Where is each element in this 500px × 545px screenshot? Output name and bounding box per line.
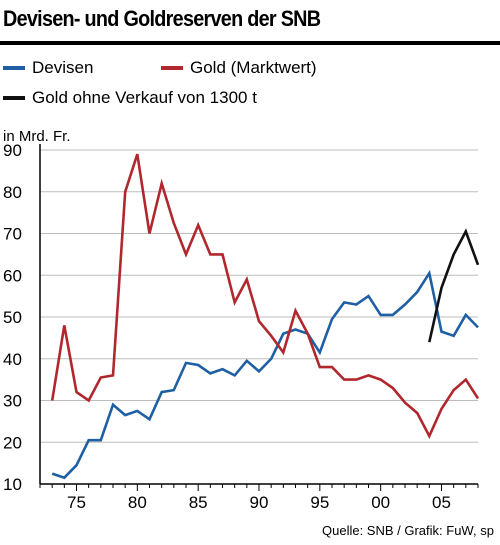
title-rule	[0, 41, 500, 45]
source-note: Quelle: SNB / Grafik: FuW, sp	[322, 523, 494, 538]
legend-item-gold-ohne-verkauf: Gold ohne Verkauf von 1300 t	[3, 88, 257, 108]
legend-label-gold: Gold (Marktwert)	[190, 58, 317, 77]
legend-swatch-devisen	[3, 66, 25, 70]
y-tick-label-10: 10	[3, 475, 22, 494]
y-tick-label-90: 90	[3, 141, 22, 160]
y-tick-label-50: 50	[3, 308, 22, 327]
x-tick-label-85: 85	[189, 493, 208, 512]
chart-title: Devisen- und Goldreserven der SNB	[3, 6, 321, 31]
y-tick-label-60: 60	[3, 266, 22, 285]
x-tick-label-75: 75	[67, 493, 86, 512]
x-tick-label-05: 05	[432, 493, 451, 512]
legend-item-gold: Gold (Marktwert)	[161, 58, 317, 78]
y-tick-label-70: 70	[3, 225, 22, 244]
x-tick-label-00: 00	[371, 493, 390, 512]
legend-swatch-gold-ohne-verkauf	[3, 96, 25, 100]
x-tick-label-95: 95	[310, 493, 329, 512]
series-line-1	[50, 153, 480, 439]
x-tick-label-90: 90	[250, 493, 269, 512]
y-axis-unit-label: in Mrd. Fr.	[3, 128, 71, 145]
legend-swatch-gold	[161, 66, 183, 70]
axes	[39, 144, 479, 491]
y-tick-label-30: 30	[3, 392, 22, 411]
y-tick-label-40: 40	[3, 350, 22, 369]
y-tick-label-80: 80	[3, 183, 22, 202]
legend-item-devisen: Devisen	[3, 58, 93, 78]
legend-label-devisen: Devisen	[32, 58, 94, 77]
y-tick-label-20: 20	[3, 433, 22, 452]
tick-labels: 10 20 30 40 50 60 70 80 90 75 80 85 90 95 00 05	[3, 141, 451, 512]
legend-label-gold-ohne-verkauf: Gold ohne Verkauf von 1300 t	[32, 88, 257, 107]
x-tick-label-80: 80	[128, 493, 147, 512]
series-line-0	[51, 269, 479, 480]
series-line-2	[428, 228, 480, 343]
series-lines	[50, 153, 480, 480]
